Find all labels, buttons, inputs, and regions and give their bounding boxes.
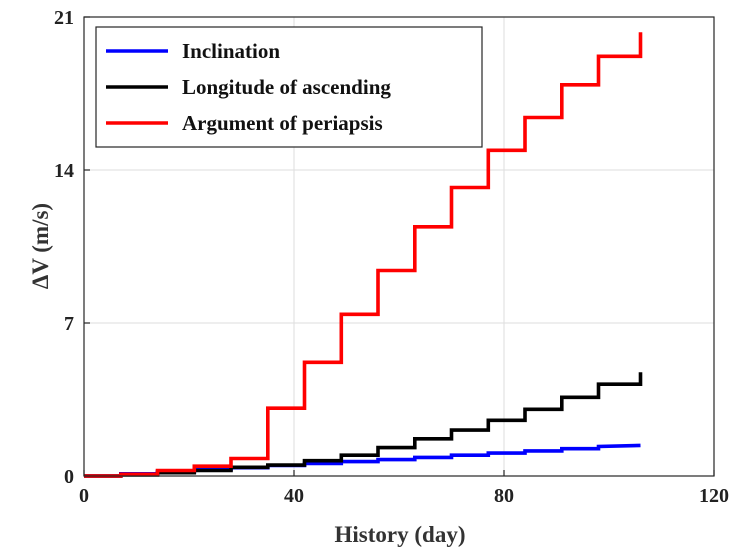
y-tick-label: 7	[64, 313, 74, 335]
legend: Inclination Longitude of ascending Argumen…	[95, 26, 483, 148]
x-tick-label: 40	[284, 485, 304, 507]
plot-frame	[83, 16, 715, 477]
x-tick-label: 120	[699, 485, 729, 507]
y-axis-title: ΔV (m/s)	[28, 203, 53, 289]
y-tick-label: 14	[54, 160, 74, 182]
x-tick-label: 0	[79, 485, 89, 507]
y-tick-label: 21	[54, 7, 74, 29]
series-line-3	[84, 32, 643, 478]
legend-label-3: Argument of periapsis	[182, 111, 383, 135]
x-tick-label: 80	[494, 485, 514, 507]
series-layer	[84, 32, 643, 478]
legend-label-2: Longitude of ascending	[182, 75, 391, 99]
series-line-2	[84, 372, 643, 478]
y-tick-label: 0	[64, 466, 74, 488]
legend-label-1: Inclination	[182, 39, 280, 63]
x-axis-title: History (day)	[335, 522, 466, 547]
ticks: 0 40 80 120 0 7 14 21	[54, 7, 729, 507]
